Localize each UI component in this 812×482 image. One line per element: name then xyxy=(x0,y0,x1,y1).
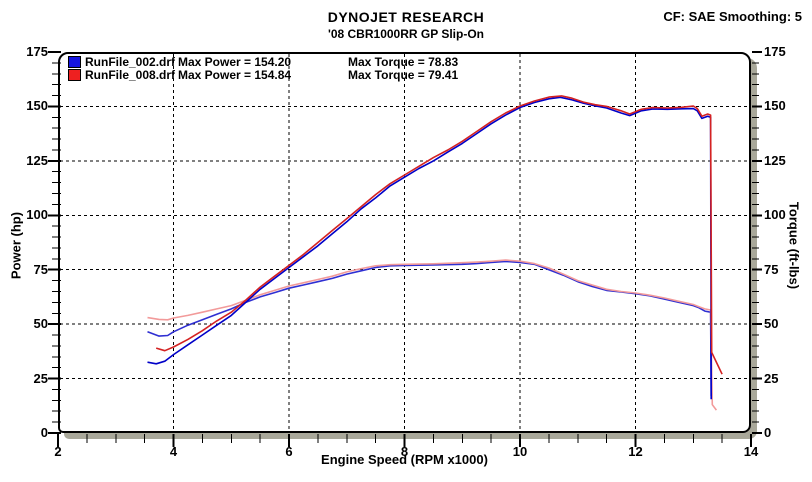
torque-tick-label-125: 125 xyxy=(764,152,786,168)
power-tick-label-0: 0 xyxy=(40,425,48,440)
torque-tick-label-150: 150 xyxy=(764,98,786,114)
runfile-008-name: RunFile_008.drf xyxy=(85,68,176,82)
rpm-axis-title: Engine Speed (RPM x1000) xyxy=(321,452,488,467)
runfile-008-swatch-icon xyxy=(68,69,81,81)
legend-row-runfile-008: RunFile_008.drf Max Power = 154.84 Max T… xyxy=(68,69,458,81)
torque-tick-label-75: 75 xyxy=(764,261,779,277)
torque-tick-label-50: 50 xyxy=(764,316,779,332)
run-subtitle: '08 CBR1000RR GP Slip-On xyxy=(327,27,484,41)
run-legend: RunFile_002.drf Max Power = 154.20 Max T… xyxy=(68,56,458,82)
x-tick-label-14: 14 xyxy=(743,444,759,459)
x-tick-label-6: 6 xyxy=(285,444,293,459)
power-tick-label-100: 100 xyxy=(26,207,48,223)
x-tick-label-2: 2 xyxy=(54,444,62,459)
power-tick-label-50: 50 xyxy=(33,316,48,332)
power-tick-label-150: 150 xyxy=(26,98,48,114)
runfile-002-name: RunFile_002.drf xyxy=(85,55,176,69)
runfile-002-max-torque: Max Torque = 78.83 xyxy=(348,55,459,69)
plot-frame xyxy=(58,52,751,433)
runfile-002-max-power: Max Power = 154.20 xyxy=(178,55,292,69)
correction-smoothing-info: CF: SAE Smoothing: 5 xyxy=(663,9,802,24)
runfile-008-max-torque: Max Torque = 79.41 xyxy=(348,68,459,82)
runfile-008-drf-torque-curve xyxy=(147,259,718,411)
page-title: DYNOJET RESEARCH xyxy=(327,9,485,25)
torque-axis-title: Torque (ft-lbs) xyxy=(786,201,802,290)
power-tick-label-125: 125 xyxy=(26,152,48,168)
x-tick-label-12: 12 xyxy=(628,444,643,459)
power-tick-label-175: 175 xyxy=(26,44,48,59)
torque-tick-label-25: 25 xyxy=(764,370,779,386)
legend-row-runfile-002: RunFile_002.drf Max Power = 154.20 Max T… xyxy=(68,56,458,68)
power-tick-label-25: 25 xyxy=(33,370,48,386)
runfile-008-drf-power-curve xyxy=(155,95,723,375)
power-axis-title: Power (hp) xyxy=(8,211,24,280)
x-tick-label-8: 8 xyxy=(400,444,409,459)
torque-tick-label-100: 100 xyxy=(764,207,786,223)
runfile-002-swatch-icon xyxy=(68,56,81,68)
torque-tick-label-175: 175 xyxy=(764,44,786,59)
x-tick-label-10: 10 xyxy=(512,444,528,459)
power-tick-label-75: 75 xyxy=(33,261,48,277)
runfile-002-drf-torque-curve xyxy=(147,260,712,397)
torque-tick-label-0: 0 xyxy=(764,425,772,440)
runfile-008-max-power: Max Power = 154.84 xyxy=(178,68,292,82)
runfile-002-drf-power-curve xyxy=(147,96,713,400)
x-tick-label-4: 4 xyxy=(169,444,178,459)
